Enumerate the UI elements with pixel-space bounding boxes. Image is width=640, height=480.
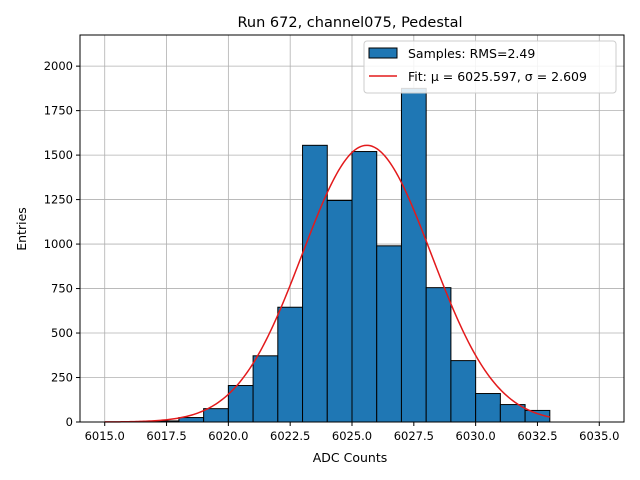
- legend: Samples: RMS=2.49 Fit: μ = 6025.597, σ =…: [363, 40, 617, 94]
- y-tick-label: 0: [66, 415, 73, 429]
- legend-label-fit: Fit: μ = 6025.597, σ = 2.609: [408, 69, 587, 84]
- y-tick-label: 750: [51, 282, 73, 296]
- y-tick-label: 1750: [44, 104, 73, 118]
- y-tick-label: 2000: [44, 59, 73, 73]
- histogram-bar: [400, 87, 427, 423]
- histogram-bar: [326, 199, 353, 423]
- x-tick-label: 6017.5: [146, 429, 186, 443]
- legend-box: [363, 40, 617, 94]
- legend-label-samples: Samples: RMS=2.49: [408, 46, 535, 61]
- x-tick-label: 6030.0: [456, 429, 496, 443]
- histogram-bars: [128, 87, 551, 423]
- legend-histogram-swatch: [368, 47, 398, 59]
- y-tick-label: 1500: [44, 148, 73, 162]
- y-axis-label: Entries: [14, 207, 29, 251]
- x-axis-ticks: 6015.0 6017.5 6020.0 6022.5 6025.0 6027.5 6030…: [85, 422, 619, 443]
- histogram-bar: [450, 360, 477, 423]
- y-tick-label: 500: [51, 326, 73, 340]
- histogram-bar: [351, 151, 378, 423]
- histogram-bar: [376, 245, 402, 423]
- histogram-bar: [277, 306, 304, 423]
- y-tick-label: 1000: [44, 237, 73, 251]
- histogram-bar: [178, 417, 205, 423]
- y-tick-label: 250: [51, 371, 73, 385]
- x-tick-label: 6032.5: [517, 429, 557, 443]
- x-tick-label: 6020.0: [208, 429, 248, 443]
- x-tick-label: 6025.0: [332, 429, 372, 443]
- x-tick-label: 6027.5: [394, 429, 434, 443]
- x-axis-label: ADC Counts: [313, 450, 388, 465]
- histogram-bar: [425, 287, 452, 423]
- histogram-bar: [302, 144, 328, 423]
- x-tick-label: 6015.0: [85, 429, 125, 443]
- histogram-bar: [252, 355, 279, 423]
- gaussian-fit-curve: [104, 144, 550, 423]
- y-tick-label: 1250: [44, 193, 73, 207]
- y-axis-ticks: 0 250 500 750 1000 1250 1500 1750 2000: [44, 59, 80, 429]
- histogram-bar: [203, 408, 229, 423]
- x-tick-label: 6022.5: [270, 429, 310, 443]
- chart-title: Run 672, channel075, Pedestal: [237, 15, 462, 31]
- x-tick-label: 6035.0: [579, 429, 619, 443]
- histogram-bar: [475, 393, 501, 423]
